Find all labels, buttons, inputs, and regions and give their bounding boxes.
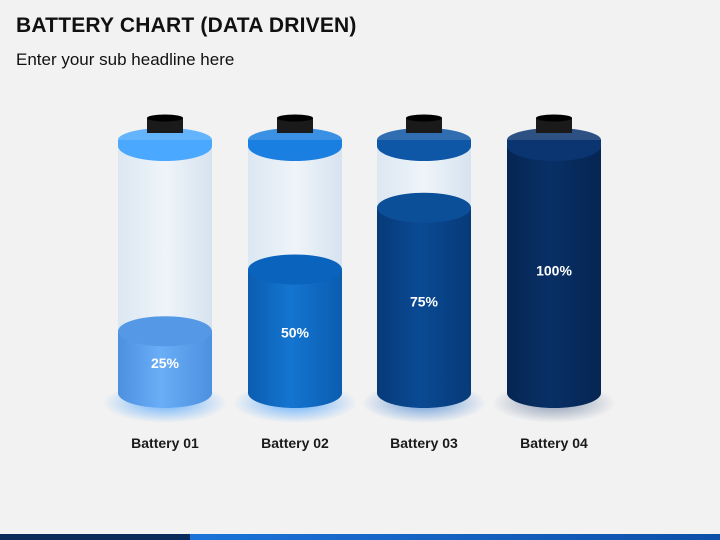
battery-value-label: 100%: [536, 263, 572, 279]
battery-category-label: Battery 01: [131, 435, 199, 451]
battery-rim-top: [377, 128, 471, 152]
battery-terminal-top: [536, 114, 572, 122]
battery-terminal: [406, 118, 442, 133]
battery-category-label: Battery 04: [520, 435, 588, 451]
battery-terminal-top: [147, 114, 183, 122]
battery-2: 50% Battery 02: [233, 114, 357, 451]
footer-bar-dark: [0, 534, 190, 540]
battery-4: 100% Battery 04: [492, 114, 616, 451]
battery-rim-top: [248, 128, 342, 152]
footer-bar: [0, 534, 720, 540]
page-title: BATTERY CHART (DATA DRIVEN): [16, 14, 357, 37]
battery-terminal: [536, 118, 572, 133]
battery-fill-bar: [507, 146, 601, 408]
battery-value-label: 25%: [151, 355, 180, 371]
battery-terminal-top: [406, 114, 442, 122]
battery-fill-bar: [118, 331, 212, 408]
battery-fill-bar: [248, 269, 342, 408]
battery-terminal-top: [277, 114, 313, 122]
page-subtitle: Enter your sub headline here: [16, 50, 235, 69]
battery-rim-top: [118, 128, 212, 152]
battery-fill-top: [377, 192, 471, 223]
footer-bar-light: [190, 534, 720, 540]
battery-3: 75% Battery 03: [362, 114, 486, 451]
battery-1: 25% Battery 01: [103, 114, 227, 451]
battery-fill-top: [248, 254, 342, 285]
battery-value-label: 75%: [410, 293, 439, 309]
battery-terminal: [147, 118, 183, 133]
battery-fill-bar: [377, 207, 471, 408]
battery-category-label: Battery 02: [261, 435, 329, 451]
battery-category-label: Battery 03: [390, 435, 458, 451]
battery-fill-top: [118, 316, 212, 347]
battery-terminal: [277, 118, 313, 133]
battery-value-label: 50%: [281, 324, 310, 340]
battery-rim-top: [507, 128, 601, 152]
